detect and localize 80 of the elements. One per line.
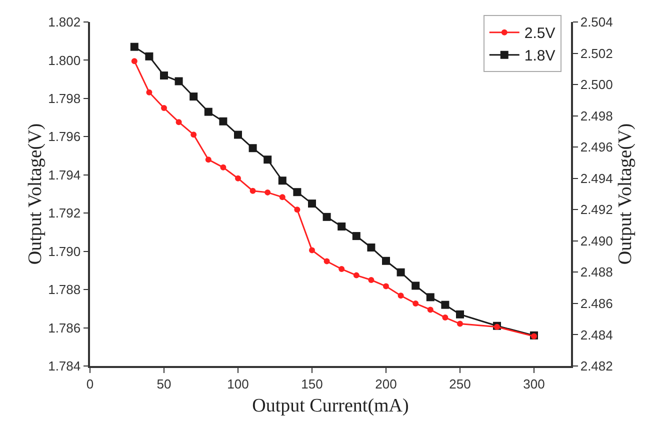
point	[264, 189, 271, 196]
y2-tick-label: 2.488	[580, 264, 613, 280]
y-tick-label: 1.786	[48, 320, 81, 336]
point	[146, 89, 152, 96]
point	[382, 256, 390, 265]
point	[293, 188, 302, 196]
y-axis-title: Output Voltage(V)	[25, 123, 46, 265]
point	[264, 156, 272, 164]
y2-tick-label: 2.486	[580, 296, 613, 311]
y2-tick-label: 2.504	[580, 14, 613, 30]
point	[161, 105, 167, 111]
point	[234, 130, 242, 139]
y-tick-label: 1.788	[48, 282, 81, 298]
point	[309, 247, 315, 254]
x-tick-label: 0	[86, 376, 94, 392]
y2-tick-label: 2.482	[580, 358, 613, 374]
point	[456, 310, 464, 318]
point	[441, 300, 450, 309]
point	[396, 268, 405, 276]
point	[324, 258, 330, 264]
x-tick-label: 50	[156, 376, 172, 392]
point	[352, 232, 360, 240]
point	[398, 292, 404, 299]
y2-tick-label: 2.496	[580, 140, 613, 155]
y-tick-label: 1.800	[48, 52, 81, 68]
point	[368, 277, 374, 283]
x-axis-title: Output Current(mA)	[252, 396, 409, 417]
y2-tick-label: 2.498	[580, 108, 613, 124]
point	[457, 320, 463, 327]
legend-label: 1.8V	[524, 48, 556, 65]
point	[426, 293, 434, 302]
point	[176, 119, 182, 126]
point	[279, 194, 286, 200]
x-tick-label: 100	[227, 376, 249, 392]
y-tick-label: 1.802	[48, 14, 81, 30]
y2-tick-label: 2.492	[580, 202, 613, 218]
y2-axis-title: Output Voltage(V)	[614, 123, 636, 265]
point	[412, 282, 420, 290]
y-tick-label: 1.792	[48, 206, 81, 221]
point	[338, 222, 346, 230]
y2-tick-label: 2.490	[580, 233, 613, 248]
x-tick-label: 200	[375, 376, 397, 392]
x-tick-label: 150	[301, 376, 323, 392]
point	[160, 72, 168, 80]
legend-label: 2.5V	[524, 25, 556, 42]
point	[383, 283, 389, 290]
point	[427, 306, 434, 313]
y-tick-label: 1.796	[48, 129, 81, 144]
point	[204, 108, 212, 116]
y2-tick-label: 2.484	[580, 327, 613, 342]
y-tick-label: 1.798	[48, 90, 81, 106]
x-tick-label: 250	[449, 376, 471, 392]
point	[145, 52, 154, 60]
point	[248, 144, 257, 152]
point	[235, 175, 241, 182]
y-tick-label: 1.790	[48, 244, 81, 259]
y-tick-label: 1.784	[48, 358, 81, 374]
point	[219, 117, 228, 126]
x-tick-label: 300	[523, 376, 545, 392]
y2-tick-label: 2.502	[580, 46, 613, 61]
point	[130, 42, 138, 51]
point	[412, 300, 419, 306]
point	[131, 58, 138, 64]
point	[190, 132, 197, 138]
point	[205, 156, 212, 163]
y-tick-label: 1.794	[48, 167, 81, 182]
y2-tick-label: 2.494	[580, 170, 613, 186]
point	[367, 244, 376, 252]
point	[250, 188, 256, 194]
point	[322, 212, 331, 221]
point	[294, 206, 300, 213]
y2-tick-label: 2.500	[580, 77, 613, 92]
point	[220, 164, 226, 170]
point	[190, 92, 198, 101]
point	[353, 272, 360, 278]
point	[442, 314, 448, 321]
point	[278, 176, 286, 185]
point	[174, 77, 183, 86]
point	[338, 266, 345, 272]
point	[308, 200, 316, 208]
